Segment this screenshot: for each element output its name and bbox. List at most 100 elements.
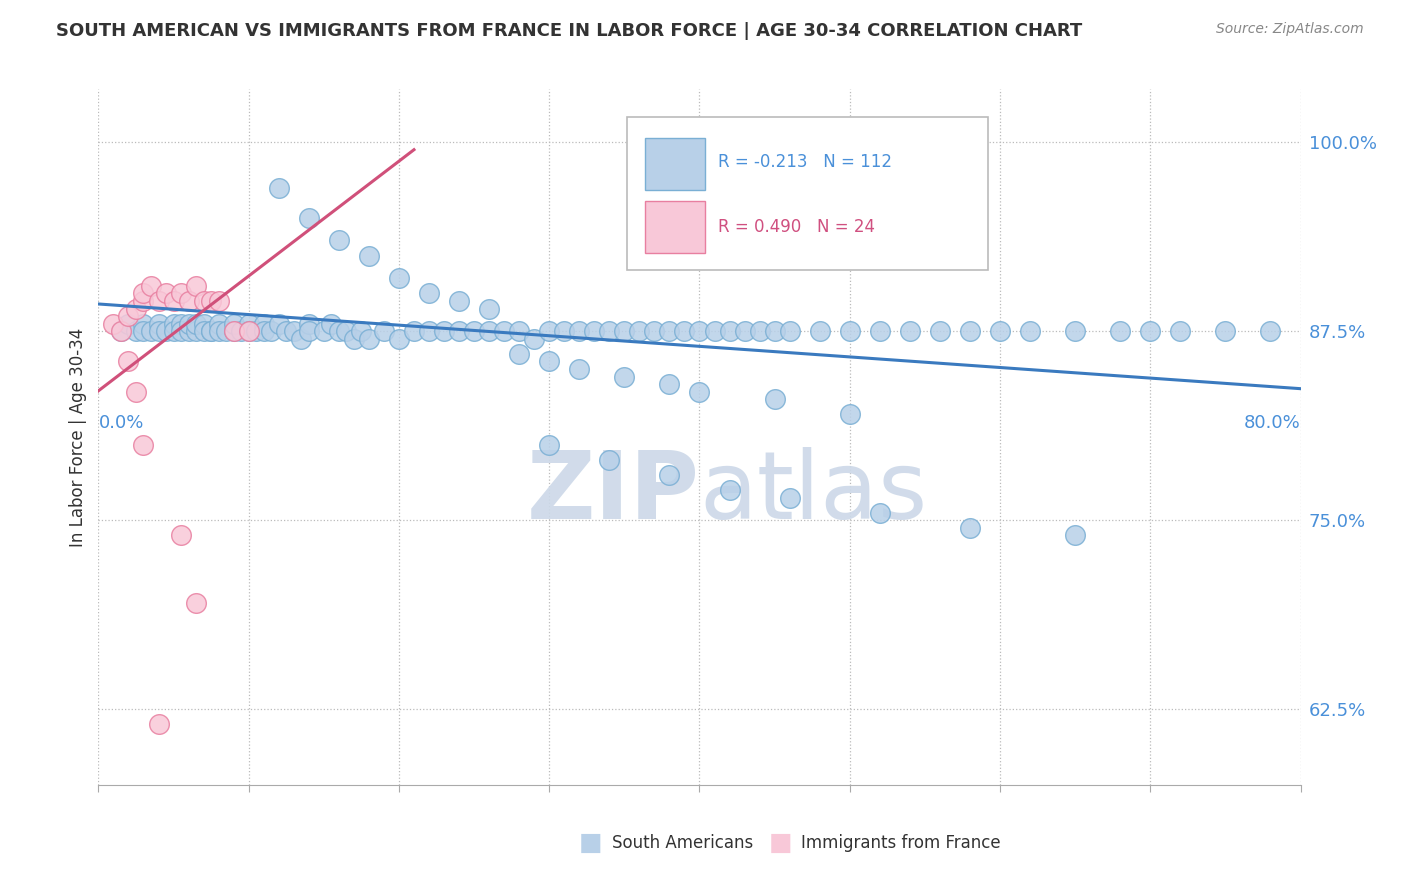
Point — [170, 286, 193, 301]
Point — [148, 293, 170, 308]
Point — [132, 437, 155, 451]
Point — [117, 354, 139, 368]
Point — [959, 521, 981, 535]
Point — [148, 317, 170, 331]
Point — [177, 324, 200, 338]
Point — [1215, 324, 1237, 338]
Point — [869, 324, 891, 338]
Point — [117, 317, 139, 331]
Point — [343, 332, 366, 346]
Point — [117, 309, 139, 323]
Point — [418, 324, 440, 338]
Point — [208, 293, 231, 308]
Point — [298, 324, 321, 338]
Point — [200, 324, 222, 338]
Point — [238, 324, 260, 338]
Point — [276, 324, 298, 338]
Point — [988, 324, 1011, 338]
Point — [184, 317, 207, 331]
Point — [658, 377, 681, 392]
Point — [718, 324, 741, 338]
Point — [253, 324, 276, 338]
Point — [508, 347, 530, 361]
Point — [245, 324, 267, 338]
Point — [494, 324, 516, 338]
Point — [402, 324, 425, 338]
Point — [1064, 528, 1087, 542]
Point — [673, 324, 696, 338]
Point — [200, 324, 222, 338]
Point — [583, 324, 606, 338]
Point — [132, 317, 155, 331]
Text: R = 0.490   N = 24: R = 0.490 N = 24 — [717, 218, 875, 236]
Point — [132, 286, 155, 301]
Point — [260, 324, 283, 338]
Point — [929, 324, 952, 338]
Point — [418, 286, 440, 301]
Point — [215, 324, 238, 338]
Point — [718, 483, 741, 497]
Point — [162, 293, 184, 308]
Point — [184, 278, 207, 293]
Point — [298, 317, 321, 331]
Point — [222, 324, 245, 338]
Point — [538, 354, 561, 368]
Point — [568, 324, 591, 338]
Point — [170, 528, 193, 542]
Point — [748, 324, 770, 338]
Point — [110, 324, 132, 338]
Point — [170, 324, 193, 338]
Point — [222, 324, 245, 338]
Point — [388, 271, 411, 285]
Text: South Americans: South Americans — [612, 834, 752, 852]
Point — [208, 324, 231, 338]
Point — [373, 324, 395, 338]
Point — [779, 491, 801, 505]
Point — [238, 324, 260, 338]
Text: ■: ■ — [579, 831, 602, 855]
Point — [328, 324, 350, 338]
Point — [110, 324, 132, 338]
Text: SOUTH AMERICAN VS IMMIGRANTS FROM FRANCE IN LABOR FORCE | AGE 30-34 CORRELATION : SOUTH AMERICAN VS IMMIGRANTS FROM FRANCE… — [56, 22, 1083, 40]
Point — [155, 324, 177, 338]
Point — [267, 180, 290, 194]
Point — [222, 317, 245, 331]
Point — [312, 324, 335, 338]
Point — [162, 324, 184, 338]
Point — [253, 317, 276, 331]
Point — [447, 293, 470, 308]
Point — [177, 317, 200, 331]
Point — [508, 324, 530, 338]
Point — [808, 324, 831, 338]
Point — [703, 324, 725, 338]
FancyBboxPatch shape — [645, 138, 706, 190]
Y-axis label: In Labor Force | Age 30-34: In Labor Force | Age 30-34 — [69, 327, 87, 547]
Point — [613, 369, 636, 384]
Point — [1260, 324, 1282, 338]
Point — [433, 324, 456, 338]
Point — [184, 597, 207, 611]
Point — [125, 384, 148, 399]
Point — [478, 301, 501, 316]
Point — [658, 324, 681, 338]
Point — [1139, 324, 1161, 338]
Point — [553, 324, 575, 338]
Point — [838, 324, 860, 338]
Point — [125, 301, 148, 316]
Text: atlas: atlas — [699, 447, 928, 539]
Point — [148, 324, 170, 338]
Point — [869, 506, 891, 520]
Point — [538, 437, 561, 451]
Point — [350, 324, 373, 338]
Point — [170, 317, 193, 331]
Point — [357, 249, 380, 263]
Point — [335, 324, 357, 338]
Point — [568, 362, 591, 376]
Point — [184, 324, 207, 338]
Point — [838, 408, 860, 422]
Point — [290, 332, 312, 346]
Point — [763, 392, 786, 407]
Point — [898, 324, 921, 338]
Point — [598, 452, 620, 467]
Text: R = -0.213   N = 112: R = -0.213 N = 112 — [717, 153, 891, 171]
